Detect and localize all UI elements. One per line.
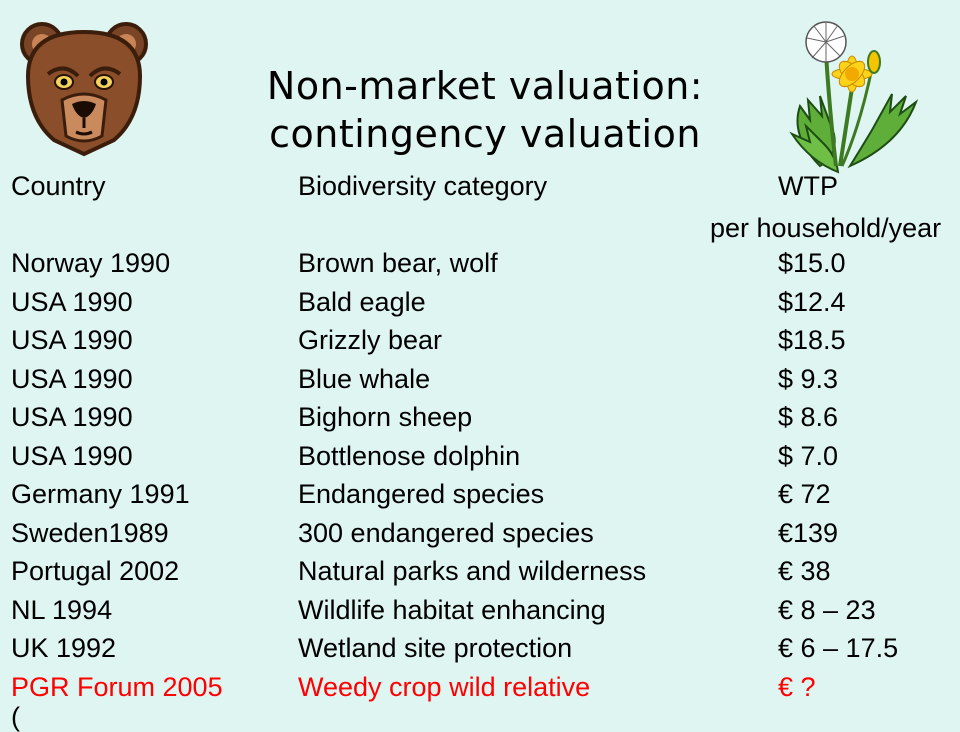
- bear-head-illustration: [20, 22, 148, 157]
- row-country: Norway 1990: [11, 248, 171, 278]
- row-wtp: € ?: [778, 671, 816, 702]
- row-wtp: €139: [778, 517, 839, 548]
- slide-title: Non-market valuation: contingency valuat…: [190, 62, 780, 158]
- row-country: USA 1990: [11, 325, 133, 355]
- table-row: Sweden1989 300 endangered species €139: [0, 514, 960, 552]
- row-wtp: $ 7.0: [778, 440, 839, 471]
- row-country: USA 1990: [11, 402, 133, 432]
- table-row: Germany 1991 Endangered species € 72: [0, 475, 960, 513]
- table-row: USA 1990 Grizzly bear $18.5: [0, 321, 960, 359]
- row-country: USA 1990: [11, 286, 133, 317]
- row-wtp: € 72: [778, 479, 831, 509]
- row-category: Weedy crop wild relative: [298, 671, 591, 702]
- row-wtp: € 8 – 23: [778, 594, 876, 625]
- title-line-1: Non-market valuation:: [266, 64, 704, 108]
- title-line-2: contingency valuation: [269, 112, 701, 156]
- table-row: Norway 1990 Brown bear, wolf $15.0: [0, 244, 960, 282]
- header-category: Biodiversity category: [298, 171, 548, 201]
- row-category: Bighorn sheep: [298, 402, 473, 432]
- row-wtp: € 38: [778, 556, 831, 586]
- table-row: USA 1990 Bald eagle $12.4: [0, 283, 960, 321]
- row-category: Bottlenose dolphin: [298, 440, 521, 471]
- row-wtp: $ 8.6: [778, 402, 839, 432]
- header-country: Country: [11, 171, 106, 201]
- row-country: Portugal 2002: [11, 556, 180, 586]
- header-wtp: WTP: [778, 171, 838, 201]
- header-wtp-unit: per household/year: [710, 213, 942, 243]
- row-category: Wetland site protection: [298, 633, 573, 663]
- row-category: Blue whale: [298, 363, 431, 394]
- row-category: Endangered species: [298, 479, 545, 509]
- row-country: USA 1990: [11, 440, 133, 471]
- table-row: USA 1990 Bighorn sheep $ 8.6: [0, 398, 960, 436]
- table-row: USA 1990 Blue whale $ 9.3: [0, 360, 960, 398]
- row-wtp: $12.4: [778, 286, 846, 317]
- trailing-text: (: [11, 702, 20, 732]
- dandelion-illustration: [789, 21, 919, 174]
- row-country: Sweden1989: [11, 517, 169, 548]
- row-category: Grizzly bear: [298, 325, 443, 355]
- table-row: USA 1990 Bottlenose dolphin $ 7.0: [0, 437, 960, 475]
- row-category: 300 endangered species: [298, 517, 594, 548]
- row-category: Brown bear, wolf: [298, 248, 498, 278]
- row-category: Bald eagle: [298, 286, 426, 317]
- row-country: Germany 1991: [11, 479, 190, 509]
- table-row: Portugal 2002 Natural parks and wilderne…: [0, 552, 960, 590]
- row-wtp: $18.5: [778, 325, 846, 355]
- table-row: UK 1992 Wetland site protection € 6 – 17…: [0, 629, 960, 667]
- row-country: PGR Forum 2005: [11, 671, 223, 702]
- row-category: Wildlife habitat enhancing: [298, 594, 606, 625]
- row-category: Natural parks and wilderness: [298, 556, 647, 586]
- row-country: USA 1990: [11, 363, 133, 394]
- table-row: NL 1994 Wildlife habitat enhancing € 8 –…: [0, 591, 960, 629]
- row-country: NL 1994: [11, 594, 113, 625]
- row-wtp: $ 9.3: [778, 363, 839, 394]
- row-wtp: € 6 – 17.5: [778, 633, 899, 663]
- row-wtp: $15.0: [778, 248, 846, 278]
- row-country: UK 1992: [11, 633, 117, 663]
- table-row-highlight: PGR Forum 2005 Weedy crop wild relative …: [0, 668, 960, 706]
